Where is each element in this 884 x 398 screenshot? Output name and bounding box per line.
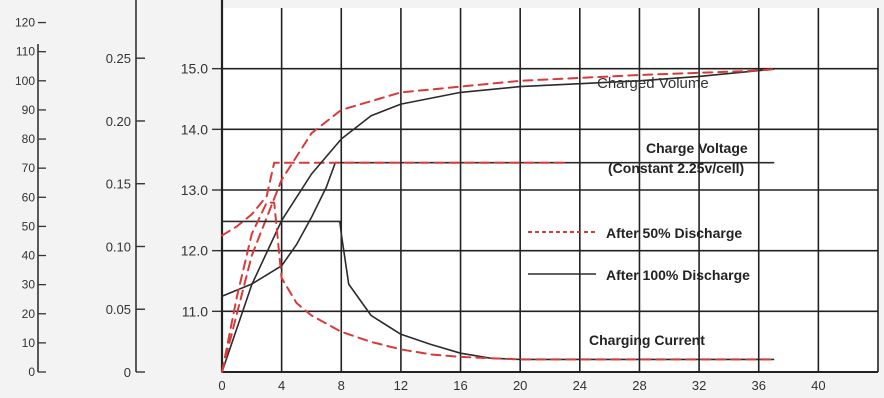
x-tick-label-24: 24 — [573, 378, 587, 393]
x-tick-label-32: 32 — [692, 378, 706, 393]
current-tick-label-0-20: 0.20 — [106, 114, 131, 129]
x-tick-label-8: 8 — [338, 378, 345, 393]
x-tick-label-20: 20 — [513, 378, 527, 393]
capacity-tick-label-120: 120 — [15, 16, 35, 30]
capacity-tick-label-80: 80 — [22, 132, 36, 146]
capacity-tick-label-20: 20 — [22, 307, 36, 321]
current-tick-label-0-15: 0.15 — [106, 177, 131, 192]
grid — [221, 8, 879, 373]
voltage-tick-label-13-0: 13.0 — [181, 182, 208, 198]
annotation-charged-volume: Charged Volume — [597, 75, 709, 92]
capacity-tick-label-50: 50 — [22, 219, 36, 233]
legend-label-after-50: After 50% Discharge — [606, 225, 742, 241]
capacity-tick-label-90: 90 — [22, 103, 36, 117]
capacity-tick-label-60: 60 — [22, 190, 36, 204]
annotation-charge-voltage: Charge Voltage — [646, 140, 748, 156]
capacity-tick-label-70: 70 — [22, 161, 36, 175]
x-tick-label-36: 36 — [751, 378, 765, 393]
legend-label-after-100: After 100% Discharge — [606, 267, 750, 283]
series-line-charged-volume-after-50-discharge — [221, 68, 775, 373]
x-tick-label-12: 12 — [394, 378, 408, 393]
current-tick-label-0: 0 — [124, 365, 131, 380]
x-tick-label-16: 16 — [453, 378, 467, 393]
x-tick-label-4: 4 — [278, 378, 285, 393]
series-line-charge-voltage-after-100-discharge — [221, 161, 775, 298]
voltage-tick-label-15-0: 15.0 — [181, 61, 208, 77]
capacity-tick-label-110: 110 — [16, 45, 35, 59]
current-tick-label-0-25: 0.25 — [106, 51, 131, 66]
current-tick-label-0-10: 0.10 — [106, 239, 131, 254]
capacity-tick-label-0: 0 — [28, 365, 35, 379]
current-tick-label-0-05: 0.05 — [106, 302, 131, 317]
capacity-tick-label-100: 100 — [15, 74, 35, 88]
axes: 0 4 8 12 16 20 24 28 32 36 40 11.0 12.0 13.0 14.0 15.0 0… — [15, 0, 826, 393]
annotation-constant-voltage: (Constant 2.25v/cell) — [608, 160, 744, 176]
legend: After 50% Discharge After 100% Discharge — [528, 225, 750, 283]
capacity-tick-label-40: 40 — [22, 249, 36, 263]
x-tick-label-28: 28 — [632, 378, 646, 393]
voltage-tick-label-11-0: 11.0 — [182, 303, 208, 319]
annotations: Charged Volume Charge Voltage (Constant … — [589, 75, 748, 348]
annotation-charging-current: Charging Current — [589, 332, 705, 348]
x-tick-label-40: 40 — [811, 378, 825, 393]
series — [221, 68, 775, 373]
series-line-charging-current-after-50-discharge — [221, 201, 775, 373]
capacity-tick-label-10: 10 — [22, 336, 36, 350]
voltage-tick-label-14-0: 14.0 — [181, 121, 208, 137]
voltage-tick-label-12-0: 12.0 — [181, 243, 208, 259]
capacity-tick-label-30: 30 — [22, 278, 36, 292]
x-tick-label-0: 0 — [218, 378, 225, 393]
series-line-charge-voltage-after-50-discharge — [221, 161, 566, 237]
